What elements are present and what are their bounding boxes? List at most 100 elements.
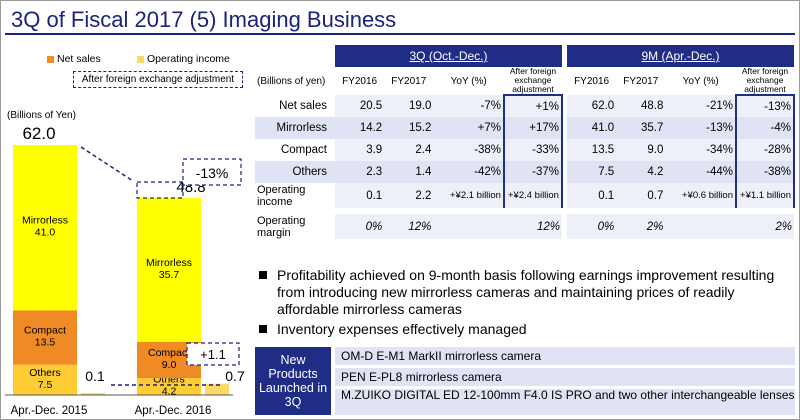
income-change-box (186, 342, 240, 366)
table-cell: -42% (433, 161, 504, 183)
table-cell: 0.7 (616, 183, 666, 211)
col-adj: After foreign exchange adjustment (509, 66, 557, 94)
segment-label: Compact (148, 347, 190, 359)
legend-net-sales-label: Net sales (57, 53, 101, 65)
col-fy2016-9m: FY2016 (574, 75, 610, 87)
row-label: Net sales (279, 100, 327, 112)
table-cell: 0.1 (335, 183, 385, 211)
segment-label: Others (29, 367, 61, 379)
table-row: Operating income 0.1 2.2 +¥2.1 billion +¥2.4… (255, 183, 795, 212)
total-label: 62.0 (22, 124, 55, 143)
table-cell: 12% (384, 211, 434, 239)
table-cell: 35.7 (616, 117, 666, 139)
segment-label: 41.0 (35, 227, 56, 239)
bar-segment-compact (13, 310, 77, 365)
table-cell (433, 211, 504, 239)
table-cell: 12% (503, 211, 562, 239)
product-item: OM-D E-M1 MarkII mirrorless camera (335, 347, 795, 365)
sales-change-arrow (80, 146, 134, 182)
period-3q-label: 3Q (Oct.-Dec.) (409, 49, 488, 63)
col-yoy: YoY (%) (450, 75, 487, 87)
col-fy2017: FY2017 (391, 75, 427, 87)
col-fy2016: FY2016 (342, 75, 378, 87)
table-cell: +¥1.1 billion (735, 183, 795, 212)
table-cell: 0% (335, 211, 385, 239)
col-yoy-9m: YoY (%) (682, 75, 719, 87)
table-cell: -37% (502, 161, 563, 183)
row-label: Operating income (257, 183, 306, 208)
title-bar: 3Q of Fiscal 2017 (5) Imaging Business (5, 5, 795, 35)
legend-net-sales: Net sales (47, 53, 101, 65)
table-cell: +1% (502, 94, 563, 117)
sales-change-box (182, 158, 242, 186)
segment-label: 4.2 (162, 386, 177, 398)
table-row: Net sales 20.5 19.0 -7% +1% 62.0 48.8 -21% -13% (255, 94, 795, 117)
legend-swatch-net-sales (47, 55, 54, 63)
table-cell: 7.5 (566, 161, 617, 183)
table-cell: +17% (502, 117, 563, 139)
product-item: M.ZUIKO DIGITAL ED 12-100mm F4.0 IS PRO … (335, 389, 795, 415)
bullet-text: Profitability achieved on 9-month basis … (277, 267, 775, 317)
new-products-header: New Products Launched in 3Q (255, 347, 331, 415)
table-cell: +¥0.6 billion (665, 183, 736, 211)
bullet-item: Profitability achieved on 9-month basis … (257, 267, 797, 318)
table-cell: 2.4 (384, 139, 434, 161)
table-cell: 19.0 (384, 95, 434, 117)
sales-change-label: -13% (196, 165, 229, 181)
table-cell: 2.2 (384, 183, 434, 211)
operating-income-bar (205, 383, 229, 395)
table-cell: -34% (665, 139, 736, 161)
category-label: Apr.-Dec. 2016 (135, 405, 212, 417)
row-label: Compact (280, 144, 327, 156)
bullet-square-icon (259, 271, 267, 279)
row-label: Operating margin (257, 214, 306, 239)
product-item: PEN E-PL8 mirrorless camera (335, 368, 795, 386)
table-cell: 2% (616, 211, 666, 239)
table-cell: 0% (566, 211, 617, 239)
financial-table: 3Q (Oct.-Dec.) 9M (Apr.-Dec.) (Billions … (255, 45, 795, 239)
table-cell: +¥2.4 billion (502, 183, 563, 212)
col-adj-9m: After foreign exchange adjustment (741, 66, 789, 94)
bar-segment-mirrorless (13, 145, 77, 311)
table-cell: 48.8 (616, 95, 666, 117)
table-cell: 20.5 (335, 95, 385, 117)
row-label: Mirrorless (255, 117, 335, 139)
bullet-square-icon (259, 325, 267, 333)
table-cell: -33% (502, 139, 563, 161)
table-cell: 9.0 (616, 139, 666, 161)
table-row: Mirrorless 14.2 15.2 +7% +17% 41.0 35.7 -13% -4% (255, 117, 795, 139)
table-cell: 15.2 (384, 117, 434, 139)
table-cell: 41.0 (566, 117, 617, 139)
table-cell: -13% (665, 117, 736, 139)
table-cell: 3.9 (335, 139, 385, 161)
table-cell: 4.2 (616, 161, 666, 183)
table-cell: -38% (735, 161, 795, 183)
period-3q: 3Q (Oct.-Dec.) (335, 45, 562, 67)
bullet-item: Inventory expenses effectively managed (257, 321, 797, 338)
segment-label: Mirrorless (146, 257, 192, 269)
operating-income-label: 0.1 (85, 368, 105, 384)
bar-segment-others (137, 378, 201, 395)
period-9m-label: 9M (Apr.-Dec.) (641, 49, 720, 63)
segment-label: Mirrorless (22, 215, 68, 227)
table-cell: +7% (433, 117, 504, 139)
page-title: 3Q of Fiscal 2017 (5) Imaging Business (11, 7, 397, 32)
table-cell: 1.4 (384, 161, 434, 183)
row-label: Others (255, 161, 335, 183)
bullet-text: Inventory expenses effectively managed (277, 321, 527, 337)
col-fy2017-9m: FY2017 (623, 75, 659, 87)
bar-segment-others (13, 364, 77, 395)
table-cell: +¥2.1 billion (433, 183, 504, 211)
table-cell: -44% (665, 161, 736, 183)
bar-segment-mirrorless (137, 197, 201, 342)
table-period-row: 3Q (Oct.-Dec.) 9M (Apr.-Dec.) (255, 45, 794, 67)
table-cell: 14.2 (335, 117, 385, 139)
table-cell: -38% (433, 139, 504, 161)
table-cell: 0.1 (566, 183, 617, 211)
table-cell: 62.0 (566, 95, 617, 117)
table-cell: 2.3 (335, 161, 385, 183)
new-products-panel: New Products Launched in 3Q OM-D E-M1 Ma… (255, 347, 795, 415)
table-cell: -4% (735, 117, 795, 139)
operating-income-bar (81, 393, 105, 395)
